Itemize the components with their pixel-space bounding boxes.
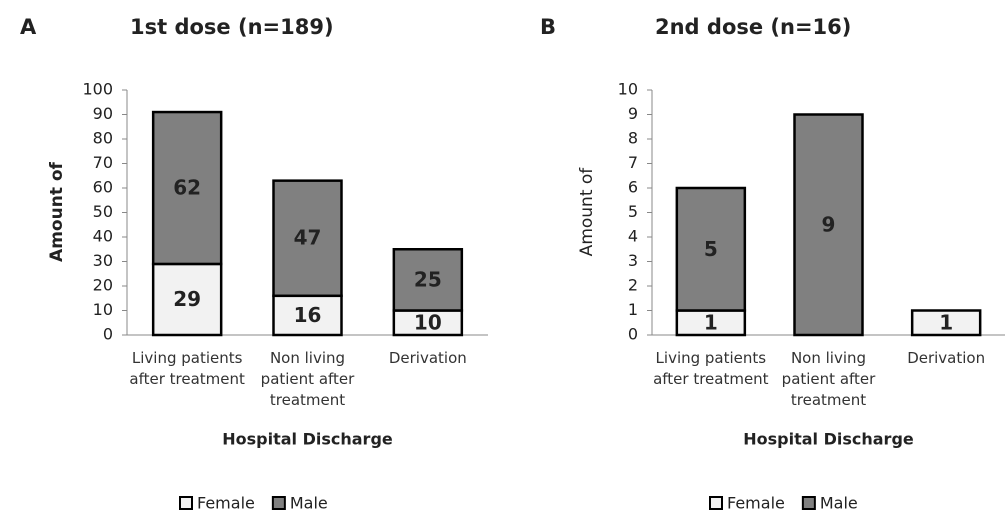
x-tick-label: Living patients after treatment [653, 349, 769, 388]
bar-segment [675, 309, 747, 337]
y-tick-label: 4 [628, 227, 638, 246]
legend-swatch [271, 496, 286, 510]
y-tick-label: 9 [628, 104, 638, 123]
y-tick-label: 30 [93, 251, 113, 270]
y-tick-label: 80 [93, 129, 113, 148]
y-tick-label: 10 [93, 300, 113, 319]
y-tick-label: 7 [628, 153, 638, 172]
legend-label: Female [197, 494, 255, 513]
x-tick-label: Derivation [388, 349, 467, 367]
y-tick-label: 40 [93, 227, 113, 246]
panel-label: A [20, 15, 37, 39]
chart-title: 1st dose (n=189) [130, 15, 334, 39]
value-label: 1 [704, 310, 718, 334]
y-tick-label: 2 [628, 276, 638, 295]
x-tick-label: Derivation [907, 349, 986, 367]
y-tick-label: 3 [628, 251, 638, 270]
value-label: 9 [822, 212, 836, 236]
value-label: 1 [939, 310, 953, 334]
bar-segment [793, 113, 864, 337]
x-axis-label: Hospital Discharge [222, 430, 393, 449]
legend-label: Female [727, 494, 785, 513]
bar-segment [151, 262, 223, 337]
x-axis-label: Hospital Discharge [743, 430, 914, 449]
y-tick-label: 20 [93, 276, 113, 295]
bar-segment [392, 309, 464, 337]
value-label: 25 [414, 267, 442, 291]
value-label: 29 [173, 287, 201, 311]
y-tick-label: 6 [628, 178, 638, 197]
value-label: 5 [704, 237, 718, 261]
y-axis-label: Amount of [47, 161, 67, 261]
y-tick-label: 0 [103, 325, 113, 344]
legend-label: Male [290, 494, 328, 513]
legend-swatch [801, 496, 816, 510]
value-label: 47 [294, 226, 322, 250]
value-label: 10 [414, 310, 442, 334]
y-axis-label: Amount of [577, 167, 597, 257]
legend-swatch [179, 496, 193, 510]
y-tick-label: 60 [93, 178, 113, 197]
bar-segment [151, 110, 223, 266]
y-tick-label: 100 [82, 80, 113, 99]
legend-swatch [709, 496, 723, 510]
value-label: 16 [294, 303, 322, 327]
x-tick-label: Living patients after treatment [129, 349, 245, 388]
y-tick-label: 70 [93, 153, 113, 172]
bar-segment [392, 248, 464, 312]
bar-segment [675, 186, 747, 312]
y-tick-label: 0 [628, 325, 638, 344]
x-tick-label: Non living patient after treatment [781, 349, 876, 409]
y-tick-label: 10 [618, 80, 638, 99]
x-tick-label: Non living patient after treatment [260, 349, 355, 409]
bar-segment [272, 294, 343, 337]
value-label: 62 [173, 176, 201, 200]
y-tick-label: 5 [628, 202, 638, 221]
bar-segment [272, 179, 343, 298]
y-tick-label: 90 [93, 104, 113, 123]
panel-label: B [540, 15, 556, 39]
chart-title: 2nd dose (n=16) [655, 15, 851, 39]
y-tick-label: 1 [628, 300, 638, 319]
legend-label: Male [820, 494, 858, 513]
y-tick-label: 50 [93, 202, 113, 221]
y-tick-label: 8 [628, 129, 638, 148]
bar-segment [910, 309, 982, 337]
